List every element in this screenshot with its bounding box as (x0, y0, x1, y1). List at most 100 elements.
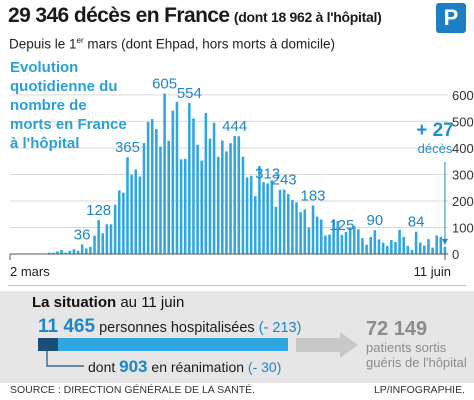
bar (237, 136, 241, 254)
bar (357, 229, 360, 254)
bar (352, 225, 356, 254)
healed-block: 72 149 patients sortis guéris de l'hôpit… (366, 318, 467, 370)
data-label: 605 (152, 76, 177, 93)
reanimation-bar (38, 338, 58, 351)
bar (414, 231, 418, 254)
bar (122, 192, 125, 254)
chart-title: Evolution quotidienne du nombre de morts… (10, 59, 127, 152)
bar (427, 239, 430, 254)
bar (126, 157, 129, 254)
bar (435, 235, 438, 254)
healed-value: 72 149 (366, 318, 428, 340)
bar (89, 246, 92, 254)
bar (295, 202, 298, 254)
situation-panel (0, 291, 474, 383)
bar (299, 212, 302, 254)
bar (340, 234, 344, 254)
bar (328, 234, 331, 254)
bar (117, 190, 121, 254)
bar (402, 236, 405, 254)
bar (200, 160, 203, 254)
hospitalized-value: 11 465 (38, 316, 96, 337)
bar (64, 252, 67, 254)
bar (60, 250, 63, 254)
bar (266, 183, 269, 254)
bar (348, 227, 352, 254)
bar (336, 221, 340, 254)
bar (229, 143, 232, 254)
bar (101, 233, 105, 254)
data-label: 365 (115, 139, 140, 156)
data-label: 243 (272, 172, 297, 189)
hospitalized-line: 11 465 personnes hospitalisées (- 213) (38, 316, 301, 338)
bar (113, 204, 117, 254)
reanimation-label: en réanimation (147, 359, 248, 375)
bar (377, 239, 381, 254)
callout-label: décès (417, 141, 453, 156)
reanimation-delta: (- 30) (247, 359, 282, 375)
callout-value: + 27 (416, 120, 454, 141)
data-label: 183 (300, 187, 325, 204)
bar (56, 251, 59, 254)
data-label: 125 (329, 217, 354, 234)
bar (398, 229, 401, 254)
bar (159, 146, 162, 254)
bar (84, 248, 88, 254)
y-tick-label: 200 (452, 194, 474, 209)
bar (105, 224, 109, 254)
y-tick-label: 0 (452, 247, 459, 262)
bar (385, 245, 389, 254)
x-end-label: 11 juin (414, 264, 451, 279)
divider (8, 285, 466, 286)
subtitle-end: mars (dont Ehpad, hors morts à domicile) (83, 36, 336, 52)
bar (278, 189, 282, 254)
healed-line-1: patients sortis (366, 340, 447, 355)
bar (216, 156, 220, 254)
x-start-label: 2 mars (10, 264, 50, 279)
callout: + 27 décès (400, 120, 470, 157)
bar (258, 165, 261, 254)
bar (394, 242, 397, 254)
bar (282, 189, 286, 254)
bar (179, 159, 183, 254)
reanimation-prefix: dont (88, 359, 120, 375)
data-label: 84 (408, 214, 425, 231)
bar (233, 136, 236, 254)
source: SOURCE : DIRECTION GÉNÉRALE DE LA SANTÉ. (10, 384, 256, 396)
bar (406, 245, 410, 254)
bar (373, 230, 377, 254)
bar (221, 140, 224, 254)
y-tick-label: 600 (452, 88, 474, 103)
subtitle-start: Depuis le 1 (9, 36, 77, 52)
reanimation-value: 903 (119, 357, 148, 376)
bar (196, 144, 199, 254)
headline-suffix: (dont 18 962 à l'hôpital) (233, 9, 382, 25)
bar (163, 93, 166, 254)
bar (365, 244, 368, 254)
bar (188, 102, 191, 254)
reanimation-line: dont 903 en réanimation (- 30) (88, 357, 281, 377)
bar (361, 238, 364, 254)
bar (245, 177, 249, 254)
bar (431, 247, 434, 254)
bar (344, 231, 348, 254)
bar (52, 252, 55, 254)
bar (254, 196, 257, 254)
bar (418, 242, 422, 254)
bar (369, 237, 373, 254)
bar (192, 118, 195, 254)
y-tick-label: 100 (452, 220, 474, 235)
bar (332, 219, 335, 254)
bar (142, 143, 146, 254)
data-label: 128 (86, 202, 111, 219)
data-label: 313 (255, 165, 280, 182)
bar (76, 250, 80, 254)
bar (167, 140, 170, 254)
hospitalized-bar (38, 338, 288, 351)
bar (262, 182, 265, 254)
bar (155, 129, 158, 254)
healed-line-2: guéris de l'hôpital (366, 355, 467, 370)
bar (225, 151, 228, 254)
bar (287, 194, 290, 254)
